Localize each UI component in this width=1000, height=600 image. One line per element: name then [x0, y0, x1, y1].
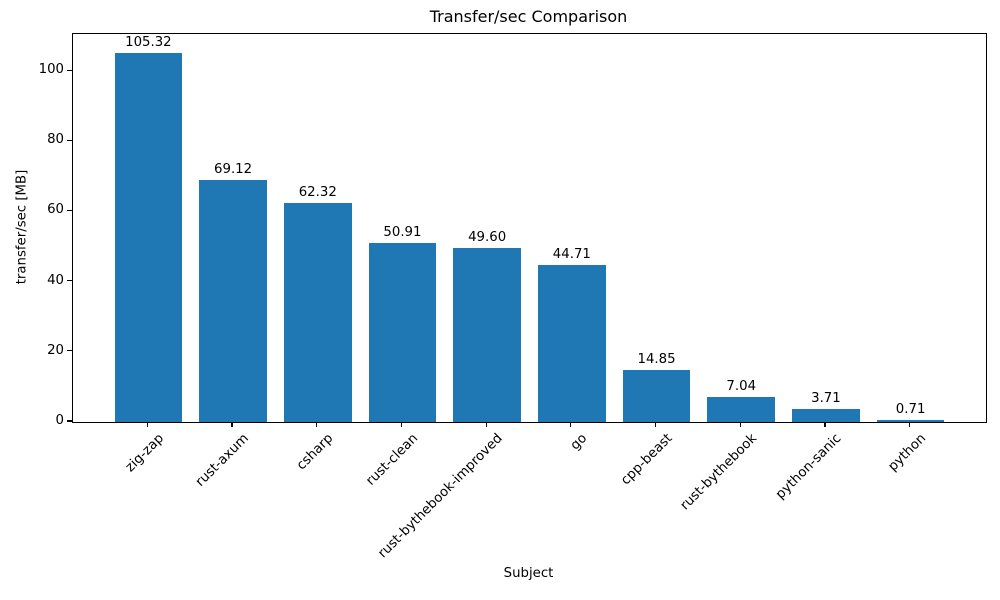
y-axis-label: transfer/sec [MB]: [14, 169, 30, 285]
x-tick-mark: [570, 422, 572, 428]
bar-value-label: 50.91: [383, 225, 422, 241]
bar-rust-clean: [368, 243, 437, 422]
y-tick-label: 80: [47, 132, 64, 148]
y-tick-mark: [67, 420, 72, 422]
x-tick-mark: [654, 422, 657, 428]
bar-rust-bythebook: [707, 397, 776, 422]
x-tick-label-go: go: [568, 431, 591, 454]
bar-csharp: [283, 203, 352, 422]
bar-value-label: 3.71: [811, 390, 841, 406]
chart-title: Transfer/sec Comparison: [429, 7, 628, 26]
x-tick-label-csharp: csharp: [294, 431, 337, 474]
x-tick-label-zig-zap: zig-zap: [122, 431, 167, 476]
bar-rust-bythebook-improved: [453, 247, 522, 422]
x-tick-mark: [146, 422, 148, 428]
bar-python: [876, 419, 945, 422]
bar-cpp-beast: [622, 369, 691, 422]
bar-value-label: 0.71: [895, 401, 926, 417]
x-axis-label: Subject: [503, 566, 554, 581]
bar-value-label: 44.71: [552, 247, 591, 263]
x-tick-label-rust-axum: rust-axum: [192, 431, 252, 490]
x-tick-mark: [400, 422, 403, 428]
bar-go: [537, 265, 606, 422]
x-tick-mark: [909, 422, 911, 428]
bar-zig-zap: [114, 52, 183, 422]
x-tick-label-rust-bythebook: rust-bythebook: [677, 431, 760, 514]
y-tick-label: 60: [47, 202, 64, 218]
bar-value-label: 49.60: [468, 229, 507, 245]
y-tick-mark: [67, 350, 72, 352]
y-tick-mark: [67, 280, 72, 282]
bar-value-label: 14.85: [637, 351, 676, 367]
x-tick-label-python: python: [885, 431, 930, 475]
plot-area: 105.32 69.12 62.32 50.91 49.60 44.71 14.85 7.04…: [72, 33, 987, 423]
bar-value-label: 69.12: [214, 161, 253, 177]
bar-value-label: 7.04: [726, 379, 757, 395]
x-tick-label-rust-clean: rust-clean: [363, 431, 422, 489]
x-tick-mark: [824, 422, 826, 428]
y-tick-label: 40: [47, 272, 64, 288]
x-tick-mark: [485, 422, 487, 428]
y-tick-mark: [67, 209, 72, 212]
x-tick-label-cpp-beast: cpp-beast: [617, 431, 676, 489]
y-tick-mark: [67, 139, 72, 141]
y-tick-label: 0: [55, 413, 64, 428]
y-tick-label: 100: [38, 62, 64, 78]
bar-value-label: 62.32: [298, 185, 337, 201]
x-tick-mark: [739, 422, 741, 428]
x-tick-mark: [231, 422, 233, 428]
bar-value-label: 105.32: [125, 34, 172, 50]
y-tick-label: 20: [47, 342, 64, 358]
x-tick-mark: [316, 422, 318, 428]
y-tick-mark: [67, 69, 72, 71]
x-tick-label-python-sanic: python-sanic: [773, 431, 845, 503]
bar-rust-axum: [199, 179, 267, 422]
bar-python-sanic: [792, 408, 860, 422]
